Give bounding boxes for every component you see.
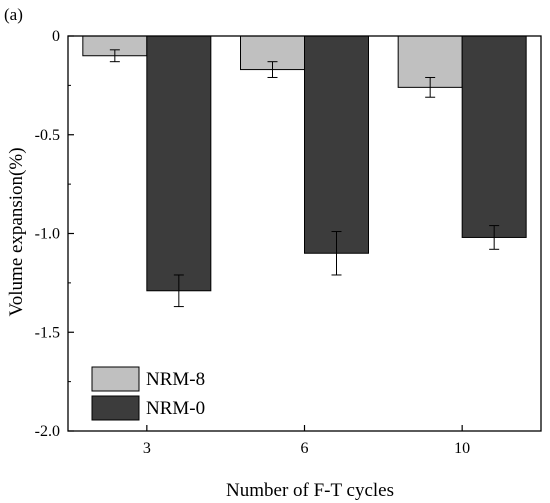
y-tick-label: -0.5 xyxy=(35,127,60,144)
y-tick-label: -1.5 xyxy=(35,324,60,341)
legend-label-nrm-0: NRM-0 xyxy=(146,398,205,419)
x-tick-label: 6 xyxy=(301,440,309,457)
bar-nrm-0-10 xyxy=(461,35,527,238)
axes: 0 -0.5 -1.0 -1.5 -2.0 3 6 10 xyxy=(35,28,542,457)
legend: NRM-8 NRM-0 xyxy=(91,366,205,421)
legend-swatch-nrm-0 xyxy=(91,395,140,421)
legend-swatch-nrm-8 xyxy=(91,366,140,392)
y-tick-label: -2.0 xyxy=(35,423,60,440)
x-axis-title: Number of F-T cycles xyxy=(226,480,394,501)
bar-nrm-0-3 xyxy=(146,35,212,292)
y-axis-title: Volume expansion(%) xyxy=(6,147,27,316)
x-tick-label: 3 xyxy=(143,440,151,457)
panel-label: (a) xyxy=(4,5,23,24)
plot-area xyxy=(82,35,527,308)
legend-label-nrm-8: NRM-8 xyxy=(146,369,205,390)
y-tick-label: -1.0 xyxy=(35,226,60,243)
y-tick-label: 0 xyxy=(52,28,60,45)
bar-nrm-0-6 xyxy=(304,35,369,254)
x-tick-label: 10 xyxy=(454,440,470,457)
